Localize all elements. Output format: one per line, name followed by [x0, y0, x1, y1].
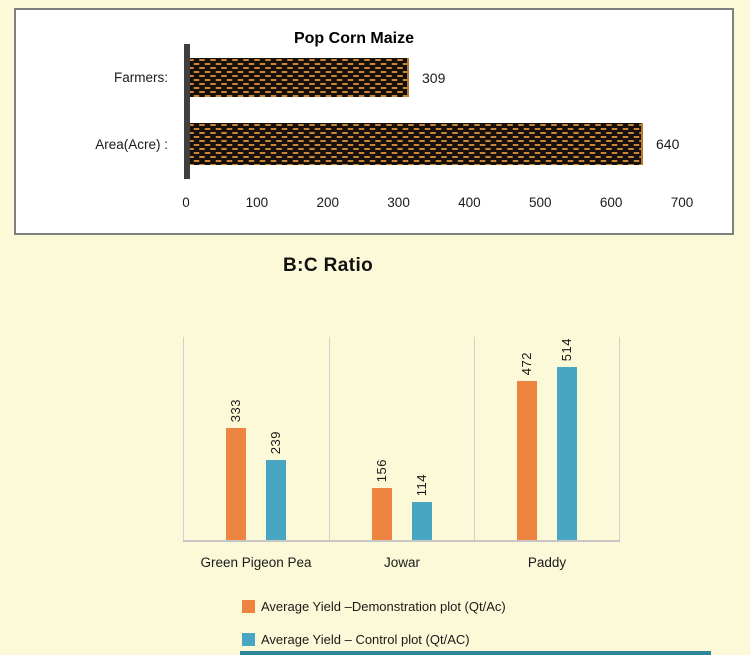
popcorn-y-axis-line	[184, 44, 190, 179]
bc-bar-demonstration	[226, 428, 246, 540]
popcorn-x-tick-label: 0	[182, 195, 190, 210]
bc-gridline	[183, 337, 184, 540]
popcorn-bar	[190, 123, 643, 165]
legend-item-demonstration: Average Yield –Demonstration plot (Qt/Ac…	[242, 599, 506, 614]
bottom-teal-strip	[240, 651, 711, 655]
popcorn-x-tick-label: 700	[670, 195, 694, 210]
bc-bar-demonstration	[517, 381, 537, 540]
legend-swatch-control-icon	[242, 633, 255, 646]
popcorn-plot: Farmers: 309 Area(Acre) : 640 0 100 200 300 400 5…	[16, 10, 732, 233]
bc-value-label: 239	[268, 430, 283, 454]
popcorn-value-label: 309	[422, 69, 446, 86]
popcorn-x-tick-label: 300	[387, 195, 410, 210]
legend-swatch-demonstration-icon	[242, 600, 255, 613]
bc-category-label: Paddy	[527, 555, 567, 570]
bc-gridline	[329, 337, 330, 540]
popcorn-x-tick-label: 100	[245, 195, 269, 210]
bc-ratio-chart: 333 239 156 114 472 514 Green Pigeon Pea Jowar…	[0, 300, 750, 655]
bc-ratio-plot: 333 239 156 114 472 514	[183, 337, 620, 542]
popcorn-x-tick-label: 500	[529, 195, 552, 210]
popcorn-chart: Pop Corn Maize Farmers: 309 Area(Acre) : 64…	[14, 8, 734, 235]
bc-value-label: 514	[559, 337, 574, 361]
popcorn-bar	[190, 58, 409, 97]
legend-label-demonstration: Average Yield –Demonstration plot (Qt/Ac…	[261, 599, 506, 614]
bc-gridline	[474, 337, 475, 540]
bc-ratio-title: B:C Ratio	[283, 255, 374, 276]
bc-value-label: 472	[519, 351, 534, 375]
popcorn-category-label: Farmers:	[114, 70, 168, 85]
bc-value-label: 333	[228, 398, 243, 422]
popcorn-chart-title: Pop Corn Maize	[293, 30, 414, 47]
bc-category-label: Green Pigeon Pea	[200, 555, 312, 570]
popcorn-value-label: 640	[656, 136, 680, 152]
popcorn-x-tick-label: 400	[458, 195, 481, 210]
legend-item-control: Average Yield – Control plot (Qt/AC)	[242, 632, 470, 647]
popcorn-x-tick-label: 200	[316, 195, 339, 210]
bc-gridline	[619, 337, 620, 540]
bc-bar-demonstration	[372, 488, 392, 540]
bc-value-label: 114	[414, 473, 429, 496]
bc-bar-control	[412, 502, 432, 540]
legend-label-control: Average Yield – Control plot (Qt/AC)	[261, 632, 470, 647]
bc-category-label: Jowar	[383, 555, 420, 570]
bc-bar-control	[266, 460, 286, 540]
bc-ratio-category-labels: Green Pigeon Pea Jowar Paddy	[0, 555, 750, 575]
popcorn-x-tick-label: 600	[599, 195, 623, 210]
bc-value-label: 156	[374, 458, 389, 482]
bc-bar-control	[557, 367, 577, 540]
popcorn-category-label: Area(Acre) :	[95, 136, 168, 152]
